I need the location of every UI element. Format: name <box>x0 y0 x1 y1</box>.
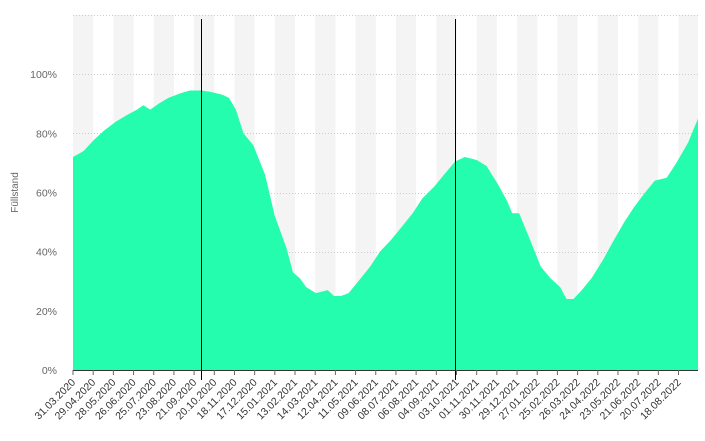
y-tick-label: 20% <box>36 306 57 318</box>
fill-level-area <box>73 90 698 370</box>
marker-lines <box>201 19 456 380</box>
y-tick-label: 60% <box>36 188 57 200</box>
y-tick-label: 100% <box>30 69 57 81</box>
x-axis-ticks: 31.03.202029.04.202028.05.202026.06.2020… <box>32 370 684 422</box>
y-tick-label: 40% <box>36 247 57 259</box>
y-tick-label: 0% <box>42 365 57 377</box>
y-tick-label: 80% <box>36 128 57 140</box>
y-axis-title: Füllstand <box>10 172 21 213</box>
background-band <box>315 15 336 370</box>
y-axis-ticks: 0% 20% 40% 60% 80% 100% <box>30 69 57 377</box>
background-band <box>557 15 578 370</box>
